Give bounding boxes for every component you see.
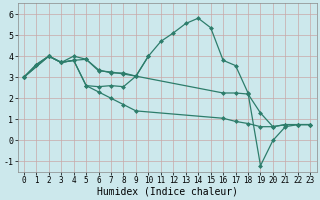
X-axis label: Humidex (Indice chaleur): Humidex (Indice chaleur)	[97, 187, 237, 197]
